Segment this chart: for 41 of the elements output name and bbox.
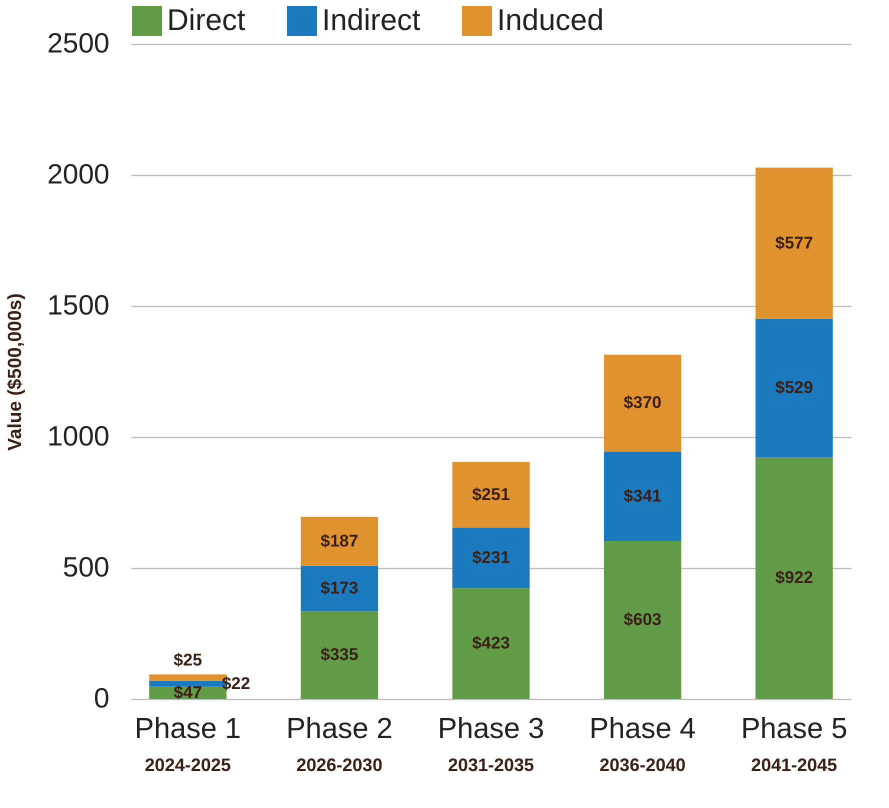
data-label: $423 — [472, 634, 510, 653]
y-tick-label: 0 — [94, 682, 110, 714]
data-label: $47 — [174, 682, 202, 702]
y-tick-label: 2000 — [47, 158, 110, 190]
legend-label: Direct — [167, 4, 246, 37]
data-label: $577 — [775, 233, 814, 252]
data-label: $335 — [320, 645, 358, 664]
category-label: Phase 2 2026-2030 — [286, 713, 393, 775]
bar — [756, 168, 833, 319]
data-label: $231 — [472, 548, 510, 567]
category-label: Phase 4 2036-2040 — [589, 713, 696, 775]
y-axis-title: Value ($500,000s) — [5, 293, 26, 451]
bar — [604, 354, 682, 452]
bar — [756, 457, 833, 699]
category-label: Phase 1 2024-2025 — [134, 713, 242, 775]
bar — [756, 318, 833, 458]
category-label: Phase 3 2031-2035 — [438, 713, 544, 775]
data-label: $529 — [775, 378, 814, 398]
bar — [452, 462, 530, 528]
data-label: $25 — [174, 650, 202, 670]
category-label: Phase 5 2041-2045 — [740, 713, 848, 775]
y-tick-label: 1000 — [47, 420, 110, 452]
legend-label: Induced — [497, 4, 604, 37]
y-tick-label: 2500 — [47, 28, 110, 58]
bar — [452, 528, 530, 588]
data-label: $173 — [320, 578, 358, 598]
data-label: $603 — [624, 610, 662, 630]
bar — [604, 541, 682, 699]
bar — [300, 611, 378, 699]
bar — [300, 566, 378, 612]
data-label: $187 — [320, 531, 358, 550]
y-tick-label: 1500 — [47, 290, 110, 320]
bar — [452, 588, 530, 699]
legend-label: Indirect — [322, 4, 422, 37]
data-label: $251 — [472, 484, 510, 504]
data-label: $341 — [624, 486, 662, 506]
bar — [300, 516, 378, 566]
bar — [604, 452, 682, 542]
data-label: $922 — [775, 568, 814, 588]
data-label: $370 — [624, 393, 662, 412]
y-tick-label: 500 — [62, 552, 110, 582]
